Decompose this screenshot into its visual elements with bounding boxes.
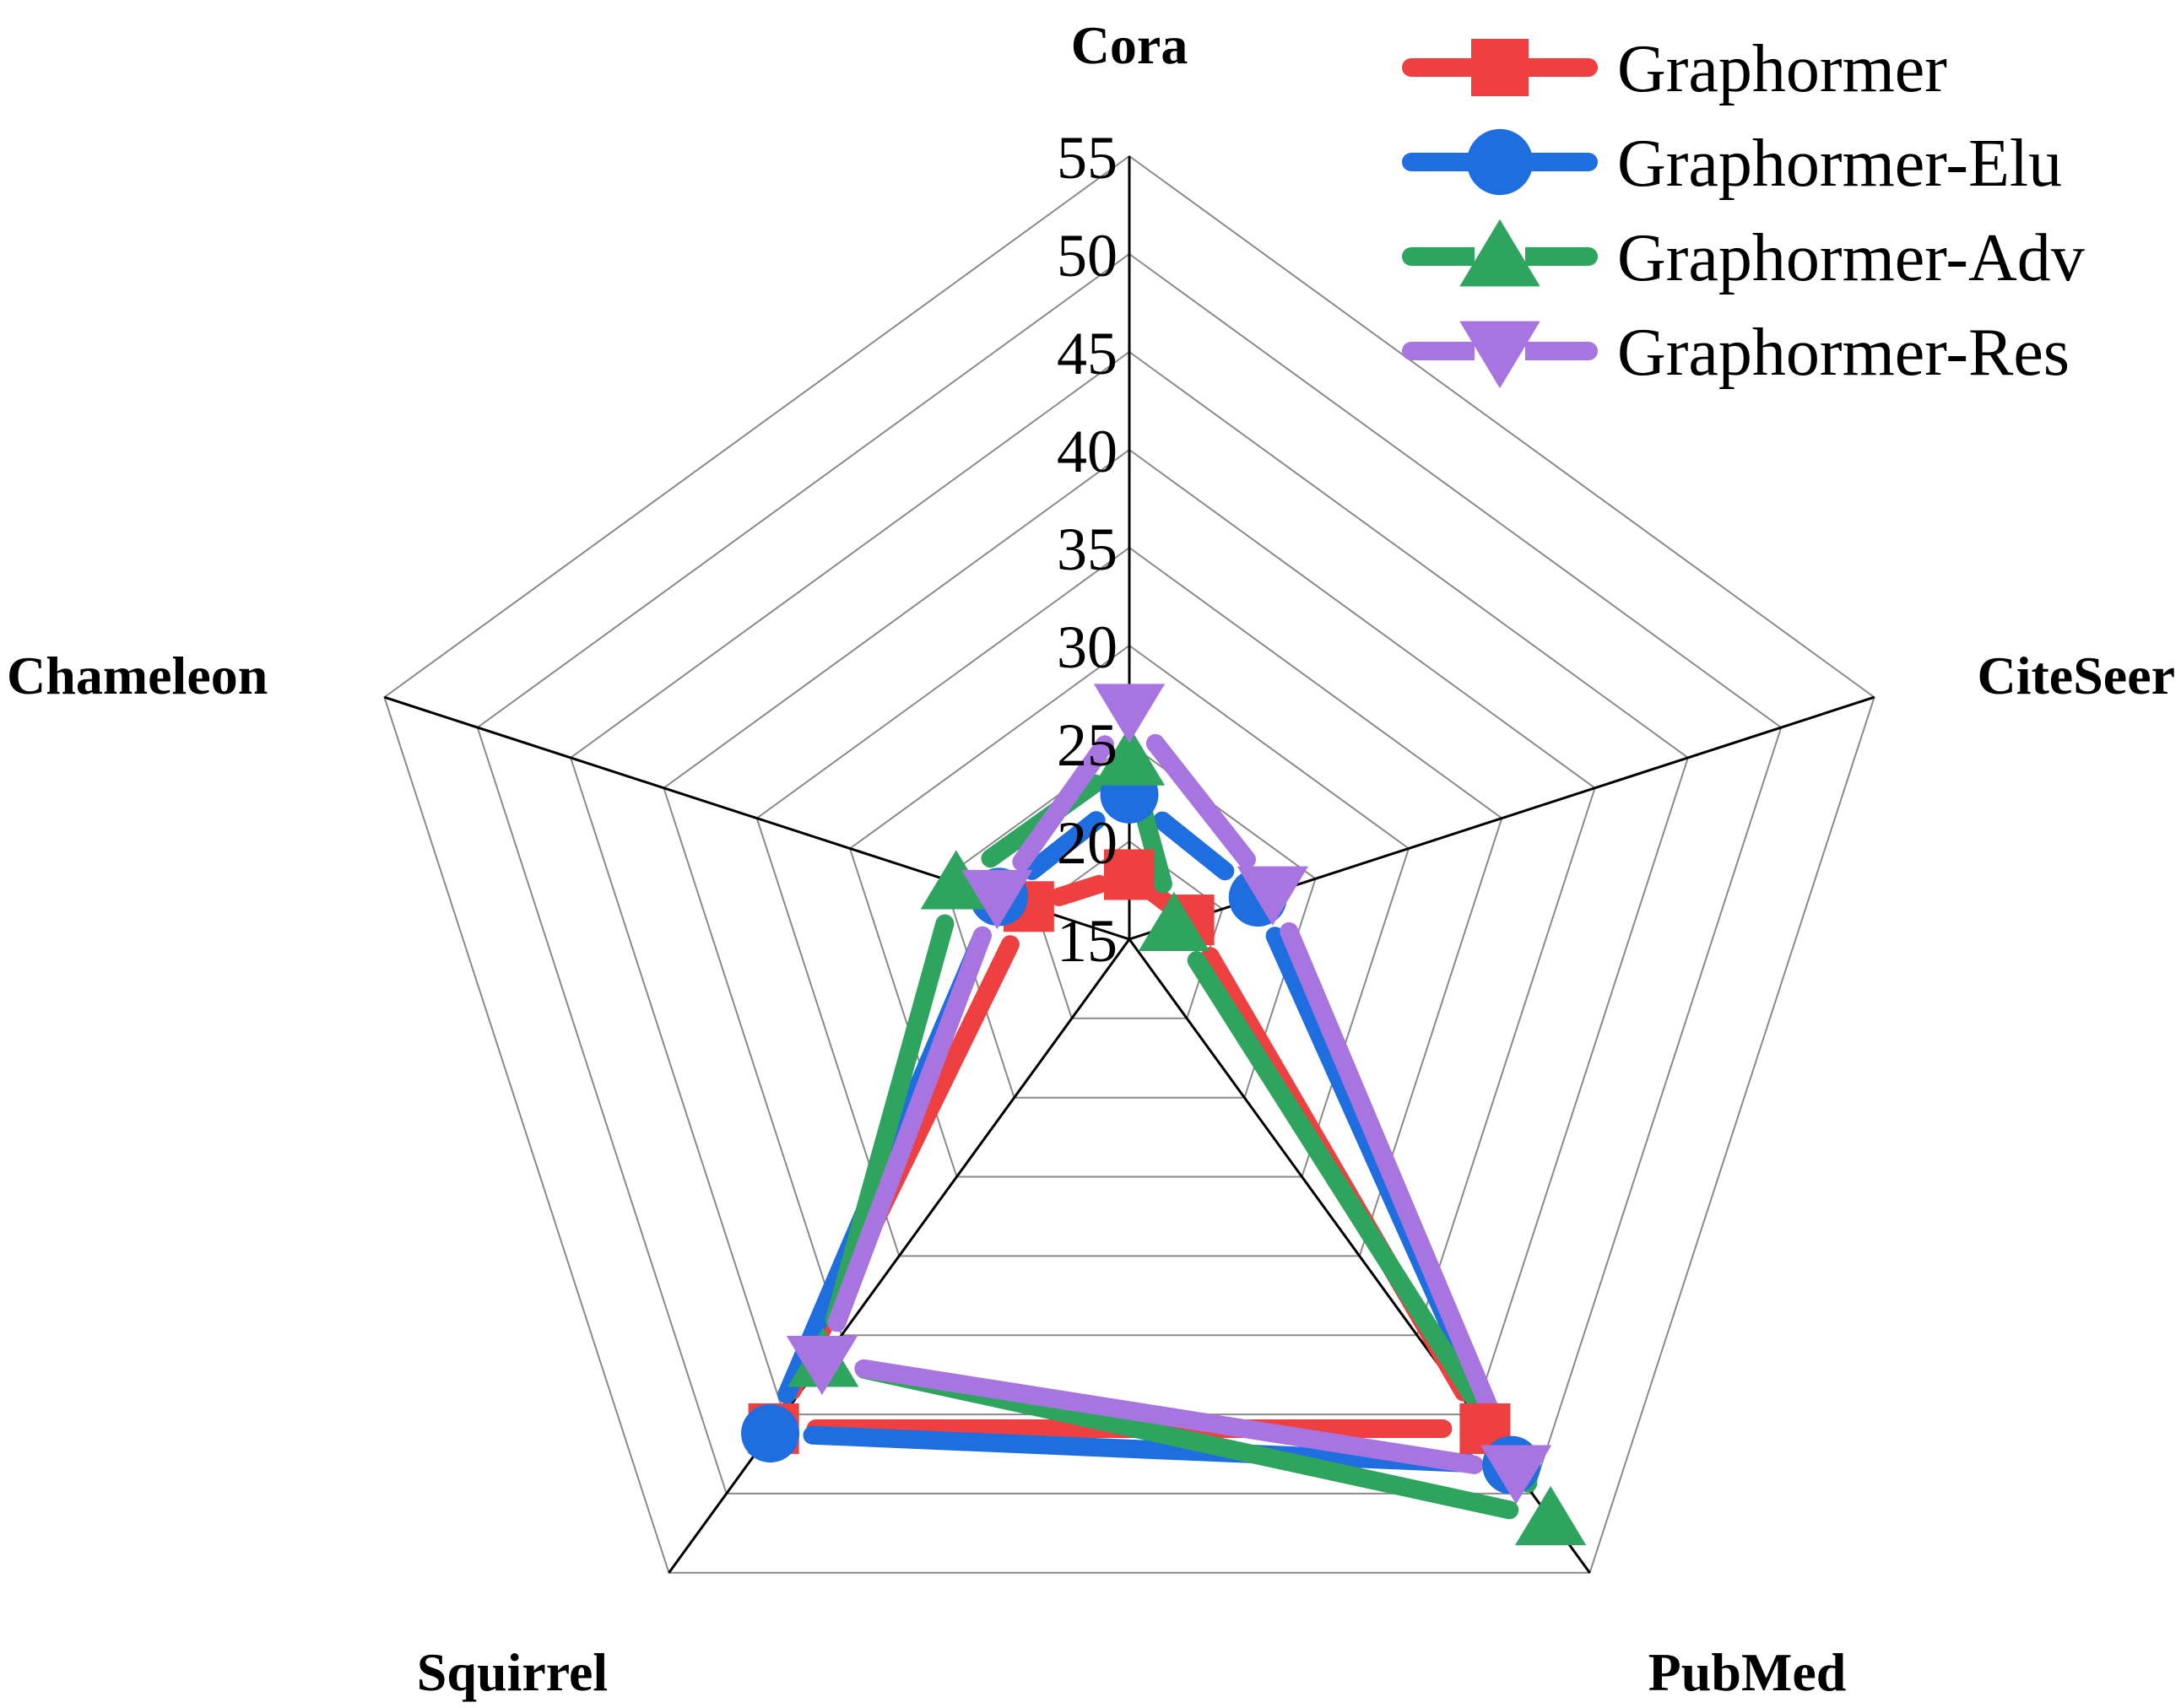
tick-label-45: 45	[1057, 320, 1118, 387]
legend-marker-graphormer-elu	[1466, 128, 1534, 196]
grid-ring-25	[942, 742, 1317, 1099]
point-graphormer-res-pubmed	[1480, 1445, 1552, 1505]
point-graphormer-res-cora	[1093, 684, 1166, 743]
series-segment-graphormer-elu-pubmed-squirrel	[803, 1425, 1479, 1473]
tick-label-40: 40	[1057, 418, 1118, 485]
axis-label-pubmed: PubMed	[1648, 1642, 1847, 1702]
tick-label-20: 20	[1057, 809, 1118, 877]
series-segment-graphormer-chameleon-cora	[1049, 874, 1109, 906]
point-graphormer-elu-squirrel	[741, 1404, 800, 1463]
tick-label-30: 30	[1057, 613, 1118, 681]
tick-label-50: 50	[1057, 222, 1118, 289]
point-graphormer-cora	[1104, 849, 1155, 900]
axis-label-chameleon: Chameleon	[7, 646, 268, 705]
point-graphormer-adv-citeseer	[1138, 891, 1210, 951]
legend-item-graphormer-res: Graphormer-Res	[1402, 316, 2070, 390]
legend-label-graphormer-elu: Graphormer-Elu	[1617, 127, 2062, 201]
markers-graphormer-res	[786, 684, 1552, 1505]
legend-label-graphormer-adv: Graphormer-Adv	[1617, 221, 2085, 295]
series-segment-graphormer-elu-cora-citeseer	[1153, 811, 1235, 881]
point-graphormer-adv-cora	[1093, 726, 1166, 786]
legend-marker-graphormer	[1471, 39, 1529, 96]
series-segment-graphormer-res-cora-citeseer	[1145, 733, 1256, 869]
legend-label-graphormer-res: Graphormer-Res	[1617, 316, 2070, 390]
legend-marker-graphormer-adv	[1459, 219, 1540, 287]
axis-label-cora: Cora	[1071, 15, 1188, 75]
grid-ring-40	[663, 448, 1596, 1337]
series-segment-graphormer-adv-citeseer-pubmed	[1187, 951, 1538, 1493]
series-segment-graphormer-elu-chameleon-cora	[1022, 811, 1106, 880]
radar-labels-layer: 15 20 25 30 35 40 45 50 55 Cora CiteSeer PubMed Squi…	[7, 15, 2175, 1702]
axis-label-squirrel: Squirrel	[417, 1642, 608, 1702]
spoke-squirrel	[668, 938, 1131, 1574]
legend-item-graphormer-adv: Graphormer-Adv	[1402, 219, 2085, 295]
point-graphormer-res-citeseer	[1237, 866, 1309, 926]
series-graphormer-res	[827, 733, 1509, 1474]
legend-item-graphormer: Graphormer	[1402, 32, 1947, 106]
grid-ring-35	[755, 546, 1503, 1257]
legend-marker-graphormer-res	[1459, 321, 1540, 389]
axis-label-citeseer: CiteSeer	[1977, 646, 2175, 705]
point-graphormer-adv-pubmed	[1514, 1485, 1587, 1546]
grid-ring-30	[848, 644, 1410, 1178]
series-segment-graphormer-res-squirrel-chameleon	[827, 926, 992, 1332]
point-graphormer-adv-chameleon	[920, 850, 992, 910]
grid-ring-50	[476, 252, 1783, 1494]
tick-label-35: 35	[1057, 516, 1118, 583]
grid-ring-55	[383, 154, 1875, 1574]
tick-label-25: 25	[1057, 711, 1118, 779]
series-segment-graphormer-res-citeseer-pubmed	[1280, 922, 1509, 1442]
legend-item-graphormer-elu: Graphormer-Elu	[1402, 127, 2062, 201]
series-segment-graphormer-res-chameleon-cora	[1012, 735, 1114, 872]
tick-label-15: 15	[1057, 907, 1118, 975]
point-graphormer-res-chameleon	[961, 869, 1033, 930]
point-graphormer-res-squirrel	[786, 1335, 858, 1396]
legend-label-graphormer: Graphormer	[1617, 32, 1947, 106]
series-segment-graphormer-res-pubmed-squirrel	[854, 1359, 1484, 1474]
radar-series-layer	[741, 684, 1587, 1546]
tick-label-55: 55	[1057, 124, 1118, 192]
legend: Graphormer Graphormer-Elu Graphormer-Adv Gr…	[1402, 32, 2085, 390]
